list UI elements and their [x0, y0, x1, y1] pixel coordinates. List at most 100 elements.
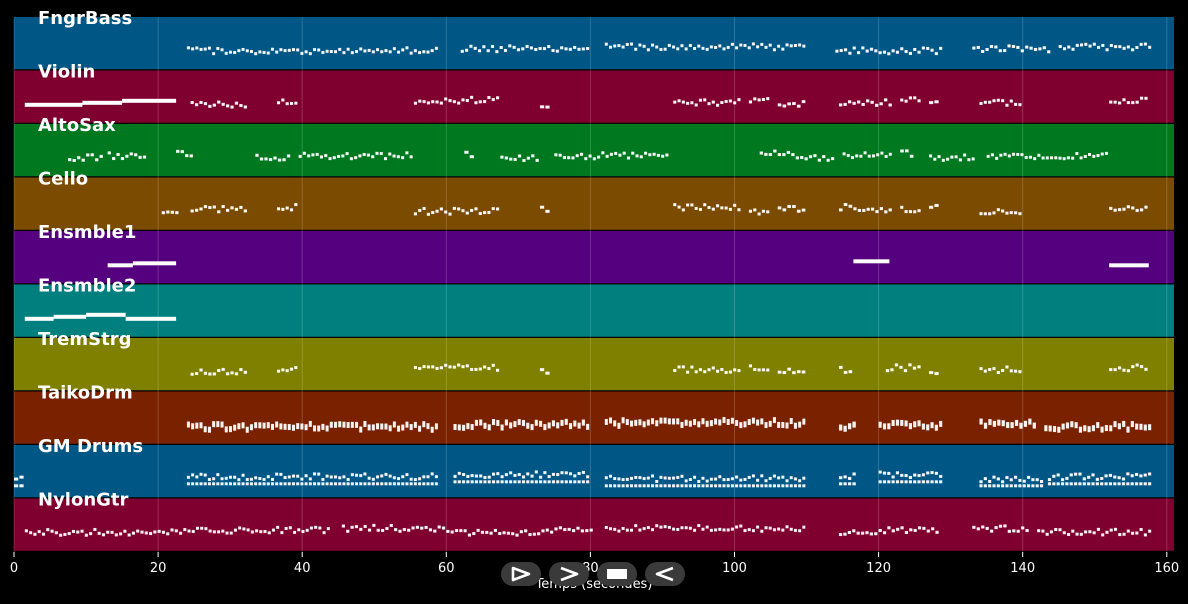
note [983, 100, 987, 104]
note [802, 525, 806, 529]
note [787, 204, 791, 208]
note [1113, 475, 1117, 479]
note [921, 480, 925, 484]
note [707, 206, 711, 210]
note [642, 44, 646, 48]
note [651, 418, 655, 425]
note [300, 482, 304, 486]
note [1139, 365, 1144, 369]
note [848, 204, 853, 208]
note [709, 477, 713, 481]
note [714, 418, 718, 425]
note [212, 477, 216, 481]
note [1018, 484, 1022, 488]
note [230, 206, 234, 210]
note [802, 484, 806, 488]
note [418, 367, 422, 371]
note [276, 369, 281, 373]
note [496, 480, 500, 484]
note [1014, 484, 1018, 488]
note [609, 474, 613, 478]
note [287, 482, 291, 486]
note [724, 99, 728, 103]
note [317, 472, 321, 476]
note [216, 421, 220, 428]
note [1113, 208, 1117, 212]
note [796, 370, 801, 374]
note [718, 527, 722, 531]
note [826, 158, 830, 162]
note [665, 153, 669, 157]
note [435, 100, 439, 104]
note [270, 477, 274, 481]
note [686, 370, 690, 374]
note [534, 48, 538, 52]
note [642, 477, 646, 481]
note [1033, 157, 1037, 161]
next-button[interactable] [549, 562, 589, 586]
note [979, 367, 983, 371]
note [500, 155, 504, 159]
note [526, 422, 530, 429]
note [772, 417, 776, 424]
back-button[interactable] [645, 562, 685, 586]
note [254, 482, 258, 486]
note [521, 475, 526, 479]
note [220, 477, 224, 481]
note [1075, 43, 1079, 47]
note [545, 209, 550, 213]
note [661, 154, 665, 158]
note [466, 474, 470, 478]
note [1041, 529, 1045, 533]
note [1148, 529, 1152, 533]
note [452, 100, 456, 104]
note [748, 209, 753, 213]
note [711, 100, 715, 104]
note [245, 49, 249, 53]
note [707, 102, 711, 106]
note [663, 47, 667, 51]
note [556, 422, 560, 429]
note [663, 476, 667, 480]
note [680, 474, 684, 478]
note [195, 46, 199, 50]
note [255, 529, 259, 533]
note [1126, 101, 1130, 105]
note [212, 103, 216, 107]
note [489, 531, 493, 535]
play-button[interactable] [501, 562, 541, 586]
note [817, 158, 821, 162]
note [1005, 103, 1009, 107]
note [266, 422, 270, 429]
stop-button[interactable] [597, 562, 637, 586]
note [1039, 480, 1044, 484]
note [1131, 365, 1135, 369]
note [464, 150, 469, 154]
note [426, 50, 430, 54]
note [212, 421, 216, 428]
note [891, 49, 895, 53]
note [304, 482, 308, 486]
note [764, 484, 768, 488]
note [228, 426, 232, 433]
note [672, 476, 676, 480]
note [550, 530, 554, 534]
note [613, 44, 617, 48]
note [509, 422, 513, 429]
note [367, 48, 371, 52]
note [1044, 425, 1048, 432]
note [1057, 426, 1061, 433]
note [1095, 477, 1099, 481]
note [789, 476, 793, 480]
note [270, 47, 274, 51]
note [418, 482, 422, 486]
note [411, 526, 415, 530]
note [359, 527, 363, 531]
note [1024, 156, 1028, 160]
note [473, 46, 477, 50]
note [558, 153, 562, 157]
note [555, 49, 559, 53]
note [998, 49, 1002, 53]
note [1056, 482, 1060, 486]
note [1014, 419, 1019, 426]
